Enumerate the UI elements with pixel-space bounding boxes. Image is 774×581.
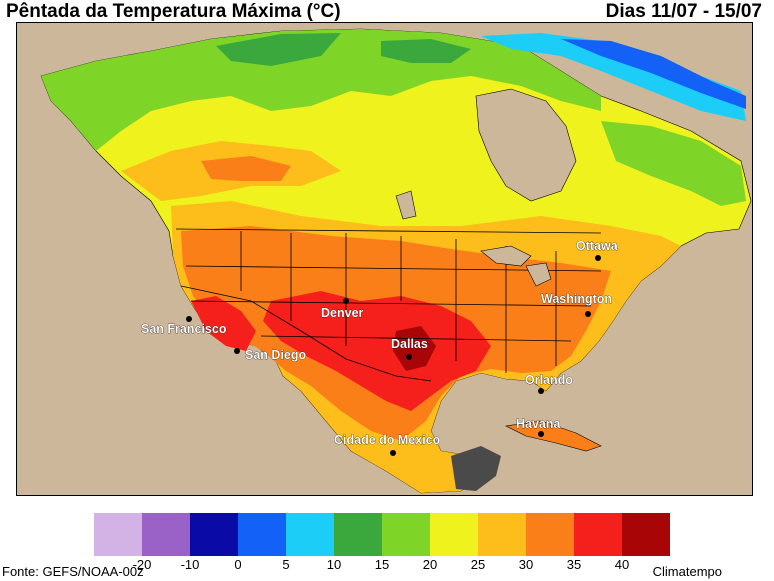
legend-tick-label: 10	[326, 557, 342, 572]
legend-swatch	[478, 513, 526, 556]
city-ottawa[interactable]: Ottawa	[576, 239, 619, 261]
legend-tick-label: 20	[422, 557, 438, 572]
svg-text:Ottawa: Ottawa	[576, 239, 619, 253]
svg-text:Washington: Washington	[541, 292, 612, 306]
legend-swatch	[238, 513, 286, 556]
land-cuba	[505, 420, 602, 452]
city-washington[interactable]: Washington	[541, 292, 612, 317]
period-label: Dias 11/07 - 15/07	[605, 1, 762, 22]
legend-tick-label: -20	[132, 557, 152, 572]
legend-tick-label: 15	[374, 557, 390, 572]
zone-5-10-arctic	[481, 33, 746, 121]
zone-10-15-north	[216, 33, 471, 66]
legend-swatch	[142, 513, 190, 556]
legend-tick-label: 25	[470, 557, 486, 572]
source-label: Fonte: GEFS/NOAA-00z	[2, 564, 144, 579]
legend-swatch	[286, 513, 334, 556]
legend-swatch	[190, 513, 238, 556]
zone-green-labrador	[601, 121, 746, 206]
lakes	[395, 190, 552, 287]
legend-tick-label: -10	[180, 557, 200, 572]
city-san-diego[interactable]: San Diego	[234, 348, 307, 362]
credit-label: Climatempo	[652, 564, 722, 579]
legend-swatch	[526, 513, 574, 556]
legend-swatch	[430, 513, 478, 556]
svg-text:Cidade do Mexico: Cidade do Mexico	[334, 433, 441, 447]
land-central-america	[451, 446, 501, 491]
city-havana[interactable]: Havana	[516, 417, 562, 437]
hudson-bay	[475, 88, 577, 202]
legend-swatch	[382, 513, 430, 556]
city-san-francisco[interactable]: San Francisco	[141, 316, 227, 336]
svg-text:Dallas: Dallas	[391, 337, 428, 351]
legend-tick-label: 40	[614, 557, 630, 572]
legend-swatch	[94, 513, 142, 556]
city-orlando[interactable]: Orlando	[525, 373, 574, 394]
color-scale-legend	[94, 513, 670, 556]
map-canvas: Ottawa Washington Denver San Francisco S…	[17, 23, 752, 495]
svg-text:San Diego: San Diego	[245, 348, 306, 362]
city-denver[interactable]: Denver	[321, 298, 364, 320]
temperature-map: Ottawa Washington Denver San Francisco S…	[16, 22, 753, 496]
zone-15-20-north	[41, 29, 601, 151]
legend-swatch	[622, 513, 670, 556]
svg-text:Orlando: Orlando	[525, 373, 573, 387]
legend-swatch	[574, 513, 622, 556]
zone-40-plus	[393, 326, 436, 371]
legend-tick-label: 5	[282, 557, 290, 572]
svg-text:Denver: Denver	[321, 306, 364, 320]
zone-35-40-west	[191, 296, 256, 351]
map-title: Pêntada da Temperatura Máxima (°C)	[6, 1, 341, 22]
svg-text:San Francisco: San Francisco	[141, 322, 227, 336]
city-cidade-do-mexico[interactable]: Cidade do Mexico	[334, 433, 441, 456]
legend-tick-label: 35	[566, 557, 582, 572]
legend-tick-label: 0	[234, 557, 242, 572]
zone-0-5-arctic	[561, 39, 746, 109]
city-dallas[interactable]: Dallas	[391, 337, 428, 360]
legend-tick-label: 30	[518, 557, 534, 572]
legend-swatch	[334, 513, 382, 556]
svg-text:Havana: Havana	[516, 417, 562, 431]
zone-35-40	[263, 291, 491, 411]
zone-30-35-canada	[201, 156, 291, 181]
